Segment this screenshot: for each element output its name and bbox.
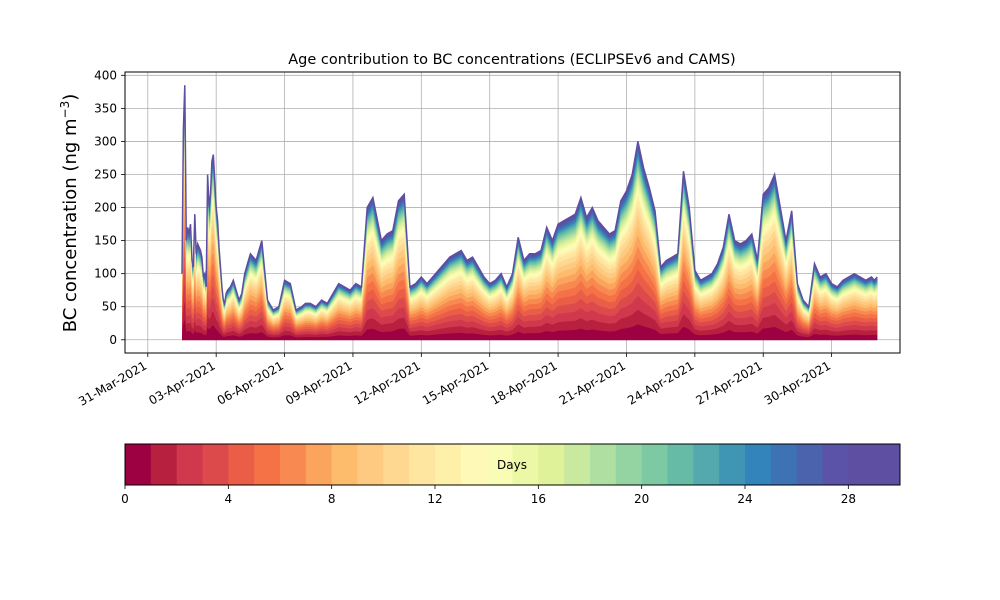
colorbar-swatch (228, 444, 255, 485)
chart-title: Age contribution to BC concentrations (E… (288, 52, 735, 68)
colorbar-tick-label: 8 (328, 492, 336, 506)
y-axis-label-superscript: −3 (58, 101, 72, 119)
colorbar-swatch (538, 444, 565, 485)
x-tick-label: 15-Apr-2021 (420, 358, 491, 407)
y-axis: 0 50 100 150 200 250 300 350 400 (94, 68, 125, 347)
x-tick-label: 03-Apr-2021 (146, 358, 217, 407)
colorbar-swatch (280, 444, 307, 485)
colorbar-swatch (641, 444, 668, 485)
colorbar-tick-label: 28 (841, 492, 856, 506)
total-series-line (181, 85, 878, 312)
colorbar-tick-label: 0 (121, 492, 129, 506)
colorbar-swatch (512, 444, 539, 485)
x-tick-label: 31-Mar-2021 (76, 358, 149, 408)
colorbar-frame (124, 443, 901, 486)
colorbar-tick-label: 24 (737, 492, 752, 506)
colorbar-swatch (409, 444, 436, 485)
colorbar-swatch (615, 444, 643, 485)
y-tick-label: 250 (94, 167, 117, 181)
colorbar-swatch (719, 444, 746, 485)
colorbar-swatch (305, 444, 333, 485)
y-tick-label: 300 (94, 134, 117, 148)
colorbar-swatch (331, 444, 358, 485)
y-tick-label: 0 (109, 333, 117, 347)
age-bands (181, 85, 878, 341)
colorbar-swatch (822, 444, 849, 485)
colorbar-swatch (693, 444, 720, 485)
x-axis: 31-Mar-202103-Apr-202106-Apr-202109-Apr-… (76, 353, 833, 409)
x-tick-label: 27-Apr-2021 (693, 358, 764, 407)
colorbar-swatch (357, 444, 384, 485)
y-tick-label: 150 (94, 234, 117, 248)
colorbar-swatch (796, 444, 823, 485)
colorbar-tick-label: 4 (225, 492, 233, 506)
colorbar-swatch (590, 444, 617, 485)
total-line (181, 85, 878, 312)
colorbar-swatch (848, 444, 875, 485)
x-tick-label: 12-Apr-2021 (352, 358, 423, 407)
colorbar-swatch (460, 444, 488, 485)
colorbar-tick-label: 16 (531, 492, 546, 506)
x-tick-label: 18-Apr-2021 (488, 358, 559, 407)
x-tick-label: 06-Apr-2021 (215, 358, 286, 407)
y-tick-label: 400 (94, 68, 117, 82)
colorbar-tick-label: 12 (427, 492, 442, 506)
y-tick-label: 50 (102, 300, 117, 314)
colorbar-swatch (564, 444, 591, 485)
colorbar-swatch (874, 444, 901, 485)
colorbar-swatch (745, 444, 772, 485)
x-tick-label: 24-Apr-2021 (625, 358, 696, 407)
colorbar-swatch (383, 444, 410, 485)
colorbar-tick-label: 20 (634, 492, 649, 506)
colorbar-swatch (667, 444, 694, 485)
colorbar-swatch (770, 444, 798, 485)
colorbar: 0 4 8 12 16 20 24 28 (121, 443, 901, 506)
y-tick-label: 200 (94, 201, 117, 215)
y-axis-label: BC concentration (ng m−3) (58, 94, 81, 333)
colorbar-swatch (435, 444, 462, 485)
x-tick-label: 21-Apr-2021 (557, 358, 628, 407)
colorbar-swatch (125, 444, 152, 485)
colorbar-label: Days (497, 458, 527, 472)
colorbar-swatch (202, 444, 229, 485)
colorbar-swatch (254, 444, 281, 485)
age-band-day-0 (182, 320, 878, 340)
y-tick-label: 350 (94, 101, 117, 115)
x-tick-label: 09-Apr-2021 (283, 358, 354, 407)
y-axis-label-close: ) (60, 94, 81, 101)
plot-frame (124, 71, 901, 354)
colorbar-swatch (486, 444, 513, 485)
y-tick-label: 100 (94, 267, 117, 281)
colorbar-swatch (150, 444, 178, 485)
x-tick-label: 30-Apr-2021 (762, 358, 833, 407)
colorbar-swatch (176, 444, 203, 485)
